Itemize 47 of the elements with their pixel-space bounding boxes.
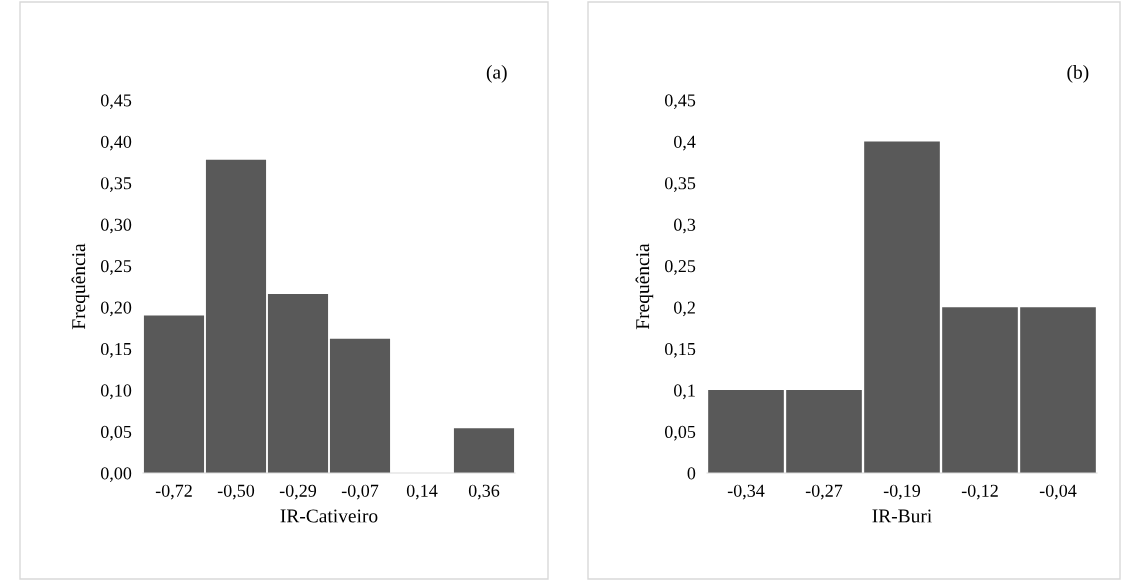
y-tick-label: 0,00 xyxy=(100,467,132,483)
y-axis-title: Frequência xyxy=(71,243,90,330)
x-tick-label: 0,36 xyxy=(468,484,500,500)
y-tick-label: 0,1 xyxy=(674,384,695,400)
bar xyxy=(267,293,329,473)
text: (b) xyxy=(1067,65,1089,83)
x-tick-label: -0,29 xyxy=(279,484,317,500)
y-tick-label: 0,15 xyxy=(100,342,132,358)
y-axis-title: Frequência xyxy=(635,243,654,330)
y-tick-label: 0,2 xyxy=(674,301,695,317)
y-tick-label: 0,35 xyxy=(100,177,132,192)
bar xyxy=(708,390,784,473)
x-tick-label: -0,50 xyxy=(217,484,255,500)
x-tick-label: -0,04 xyxy=(1039,484,1077,500)
x-tick-label: -0,27 xyxy=(805,484,843,500)
bar xyxy=(942,307,1018,473)
x-tick-label: -0,72 xyxy=(155,484,192,500)
bar xyxy=(1020,307,1096,473)
x-tick-label: -0,07 xyxy=(341,484,379,500)
x-tick-label: -0,12 xyxy=(961,484,998,500)
text: (a) xyxy=(486,65,507,83)
y-tick-label: 0,20 xyxy=(100,301,132,317)
y-tick-label: 0,45 xyxy=(664,94,696,110)
y-tick-label: 0,40 xyxy=(100,135,132,151)
y-tick-label: 0,25 xyxy=(664,260,696,275)
y-tick-label: 0,25 xyxy=(100,260,132,275)
y-tick-label: 0,4 xyxy=(674,135,696,151)
x-tick-label: -0,19 xyxy=(883,484,921,500)
y-tick-label: 0,05 xyxy=(100,425,132,441)
bar xyxy=(143,315,205,473)
bar xyxy=(786,390,862,473)
x-tick-label: 0,14 xyxy=(406,484,438,500)
y-tick-label: 0 xyxy=(687,467,696,480)
y-tick-label: 0,45 xyxy=(100,94,132,110)
bar xyxy=(329,338,391,473)
bar xyxy=(205,159,267,473)
y-tick-label: 0,15 xyxy=(664,342,696,358)
y-tick-label: 0,05 xyxy=(664,425,696,441)
bar xyxy=(453,428,515,473)
y-tick-label: 0,10 xyxy=(100,384,132,400)
bar xyxy=(864,141,940,473)
x-axis-title: IR-Cativeiro xyxy=(280,509,378,523)
x-axis-title: IR-Buri xyxy=(872,509,932,523)
y-tick-label: 0,3 xyxy=(674,218,696,234)
x-tick-label: -0,34 xyxy=(727,484,765,500)
y-tick-label: 0,35 xyxy=(664,177,696,192)
y-tick-label: 0,30 xyxy=(100,218,132,234)
